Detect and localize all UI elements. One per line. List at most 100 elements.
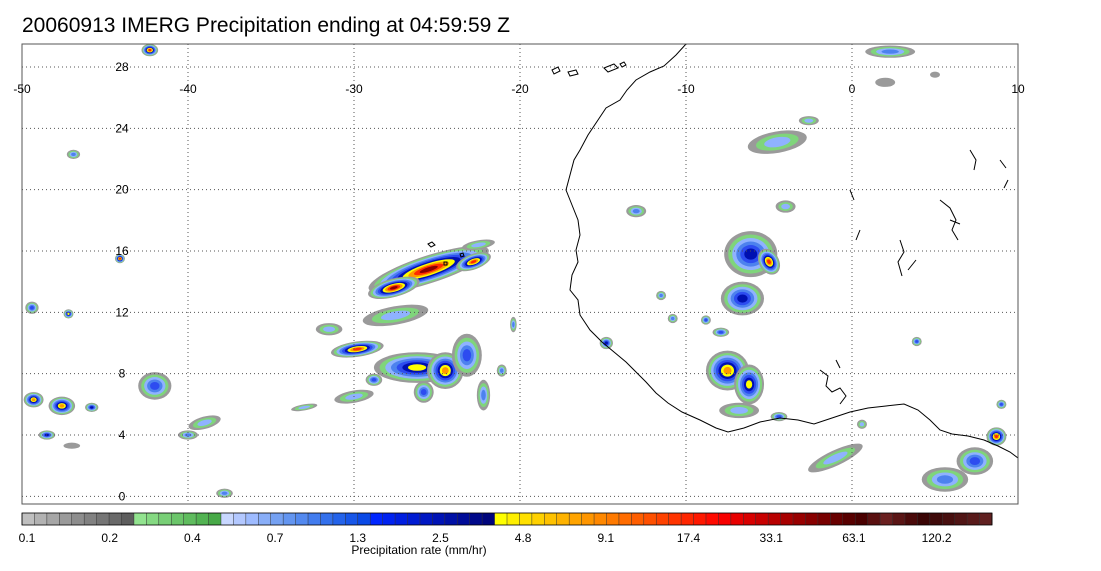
lat-tick-label: 24 [115,121,129,135]
rain-intensity-ring [298,405,311,410]
lat-tick-label: 16 [115,244,129,258]
rain-cell [85,402,99,412]
colorbar: 0.1 0.2 0.4 0.7 1.3 2.5 4.8 9.1 17.4 33.1 63.1 120.… [19,512,993,545]
rain-cell [921,467,969,492]
rain-intensity-ring [420,389,427,396]
colorbar-swatch [979,513,993,525]
colorbar-swatch [171,513,185,525]
rain-intensity-ring [969,457,981,466]
rain-layer [23,44,1007,498]
colorbar-swatch [917,513,931,525]
lon-tick-label: -20 [511,82,529,96]
rain-cell [798,116,819,126]
colorbar-swatch [220,513,234,525]
cape-verde-islands [427,61,627,266]
colorbar-swatch [705,513,719,525]
axis-labels: -50 -40 -30 -20 -10 0 10 0 4 8 12 16 20 24 28 [13,60,1025,503]
colorbar-swatch [370,513,384,525]
rain-cell [25,301,39,314]
rain-intensity-ring [718,330,724,334]
colorbar-swatch [96,513,110,525]
rain-intensity-ring [764,136,791,148]
rain-intensity-ring [470,260,477,264]
rain-cell [413,381,434,403]
africa-coastline [565,44,1018,459]
rain-intensity-ring [71,152,76,156]
rain-intensity-ring [481,389,486,401]
colorbar-swatch [183,513,197,525]
colorbar-swatch [556,513,570,525]
colorbar-swatch [594,513,607,525]
rain-intensity-ring [59,404,65,408]
rain-intensity-ring [670,316,675,321]
colorbar-swatch [755,513,769,525]
rain-intensity-ring [197,419,212,426]
colorbar-swatch [133,513,147,525]
colorbar-swatch [817,513,831,525]
colorbar-swatch [332,513,346,525]
rain-cell [747,130,807,154]
rain-intensity-ring [781,203,791,210]
rain-intensity-ring [471,242,486,248]
colorbar-swatch [357,513,371,525]
rain-intensity-ring [936,475,954,484]
rain-cell [114,254,125,264]
rain-intensity-ring [875,77,896,87]
colorbar-tick-label: 33.1 [760,531,784,545]
colorbar-swatch [631,513,645,525]
colorbar-tick-label: 0.4 [184,531,201,545]
colorbar-swatch [71,513,85,525]
lat-tick-label: 4 [119,428,126,442]
colorbar-frame [21,512,993,526]
rain-cell [856,419,867,429]
rain-intensity-ring [323,326,336,332]
colorbar-swatch [283,513,296,525]
rain-cell [656,290,667,301]
rain-cell [365,373,383,386]
colorbar-swatch [805,513,819,525]
rain-cell [178,430,198,440]
rain-intensity-ring [419,265,438,273]
rain-intensity-ring [823,451,848,465]
niger-delta-coast [819,149,1009,405]
rain-intensity-ring [881,49,899,54]
rain-cell [712,327,730,337]
colorbar-tick-label: 0.1 [19,531,36,545]
rain-intensity-ring [704,318,708,322]
colorbar-swatch [507,513,520,525]
colorbar-swatch [320,513,334,525]
rain-intensity-ring [776,415,782,418]
rain-cell [23,392,44,408]
rain-cell [66,149,81,159]
rain-cell [808,443,863,473]
colorbar-swatch [494,513,508,525]
rain-intensity-ring [31,398,36,402]
rain-intensity-ring [500,368,504,373]
rain-cell [63,442,81,449]
rain-cell [875,77,896,87]
rain-cell [456,252,491,272]
rain-intensity-ring [632,209,640,214]
map-title: 20060913 IMERG Precipitation ending at 0… [22,14,510,37]
rain-cell [720,281,765,316]
colorbar-swatch [34,513,48,525]
colorbar-tick-label: 17.4 [677,531,701,545]
rain-intensity-ring [744,248,758,260]
colorbar-swatch [743,513,757,525]
rain-intensity-ring [67,312,70,316]
lat-tick-label: 8 [119,367,126,381]
colorbar-tick-label: 9.1 [597,531,614,545]
colorbar-swatch [146,513,160,525]
colorbar-swatch [867,513,881,525]
colorbar-swatch [59,513,73,525]
rain-cell [362,304,429,327]
colorbar-swatch [519,513,533,525]
rain-cell [291,403,318,412]
rain-intensity-ring [512,321,515,328]
colorbar-swatch [382,513,396,525]
rain-intensity-ring [389,286,398,290]
rain-intensity-ring [118,257,122,260]
colorbar-swatch [419,513,433,525]
rain-intensity-ring [371,378,377,382]
rain-cell [451,333,482,377]
